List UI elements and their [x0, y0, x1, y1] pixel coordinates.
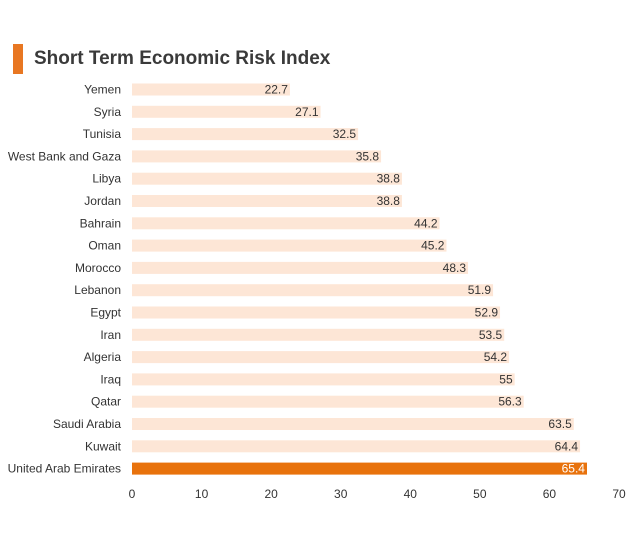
category-label-yemen: Yemen	[84, 83, 121, 97]
value-label-morocco: 48.3	[443, 261, 467, 275]
category-label-united-arab-emirates: United Arab Emirates	[8, 462, 121, 476]
category-label-jordan: Jordan	[84, 194, 121, 208]
value-label-saudi-arabia: 63.5	[548, 417, 572, 431]
category-label-saudi-arabia: Saudi Arabia	[53, 417, 121, 431]
value-label-bahrain: 44.2	[414, 216, 438, 230]
bar-iraq	[132, 373, 515, 386]
value-label-qatar: 56.3	[498, 395, 522, 409]
bar-algeria	[132, 351, 510, 364]
x-tick-label-60: 60	[543, 487, 557, 501]
value-label-kuwait: 64.4	[555, 439, 579, 453]
category-label-syria: Syria	[94, 105, 122, 119]
value-label-algeria: 54.2	[484, 350, 508, 364]
bar-bahrain	[132, 217, 440, 230]
value-label-lebanon: 51.9	[468, 283, 492, 297]
x-tick-label-70: 70	[612, 487, 626, 501]
title-accent-bar	[13, 44, 23, 74]
value-label-iraq: 55	[499, 372, 513, 386]
value-label-syria: 27.1	[295, 105, 319, 119]
value-label-yemen: 22.7	[265, 83, 289, 97]
bar-egypt	[132, 306, 501, 319]
x-tick-label-30: 30	[334, 487, 348, 501]
bar-oman	[132, 239, 447, 252]
category-label-oman: Oman	[88, 239, 121, 253]
x-tick-label-10: 10	[195, 487, 209, 501]
x-tick-label-50: 50	[473, 487, 487, 501]
bar-yemen	[132, 83, 290, 96]
value-label-oman: 45.2	[421, 239, 445, 253]
category-label-west-bank-and-gaza: West Bank and Gaza	[8, 149, 122, 163]
category-label-lebanon: Lebanon	[74, 283, 121, 297]
category-label-algeria: Algeria	[84, 350, 122, 364]
bar-jordan	[132, 195, 402, 207]
bar-tunisia	[132, 128, 359, 141]
bar-lebanon	[132, 284, 494, 297]
bar-morocco	[132, 261, 469, 274]
bar-libya	[132, 172, 402, 185]
value-label-united-arab-emirates: 65.4	[562, 462, 586, 476]
category-label-bahrain: Bahrain	[80, 216, 121, 230]
chart-title: Short Term Economic Risk Index	[34, 48, 331, 69]
bar-qatar	[132, 395, 524, 408]
category-label-iran: Iran	[100, 328, 121, 342]
bar-iran	[132, 328, 505, 341]
category-label-qatar: Qatar	[91, 395, 121, 409]
value-label-libya: 38.8	[377, 172, 401, 186]
category-label-iraq: Iraq	[100, 372, 121, 386]
category-label-libya: Libya	[92, 172, 121, 186]
x-tick-label-20: 20	[264, 487, 278, 501]
bar-united-arab-emirates	[132, 462, 587, 475]
bar-saudi-arabia	[132, 418, 574, 430]
bar-syria	[132, 105, 321, 118]
value-label-egypt: 52.9	[475, 306, 499, 320]
category-label-kuwait: Kuwait	[85, 439, 122, 453]
bar-kuwait	[132, 440, 581, 453]
x-tick-label-40: 40	[404, 487, 418, 501]
value-label-jordan: 38.8	[377, 194, 401, 208]
chart-title-block: Short Term Economic Risk Index	[13, 44, 330, 74]
x-tick-label-0: 0	[129, 487, 136, 501]
value-label-tunisia: 32.5	[333, 127, 357, 141]
category-label-morocco: Morocco	[75, 261, 121, 275]
category-label-tunisia: Tunisia	[83, 127, 122, 141]
value-label-iran: 53.5	[479, 328, 503, 342]
category-label-egypt: Egypt	[90, 306, 121, 320]
bar-west-bank-and-gaza	[132, 150, 382, 163]
value-label-west-bank-and-gaza: 35.8	[356, 149, 380, 163]
